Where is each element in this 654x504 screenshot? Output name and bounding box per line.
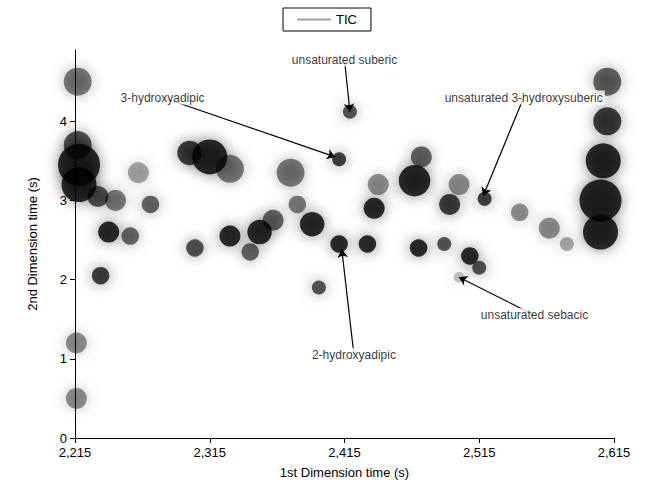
svg-text:TIC: TIC — [336, 12, 357, 27]
svg-text:4: 4 — [60, 114, 67, 129]
svg-text:1st Dimension time (s): 1st Dimension time (s) — [280, 465, 409, 480]
svg-text:unsaturated 3-hydroxysuberic: unsaturated 3-hydroxysuberic — [445, 91, 603, 105]
svg-text:2,515: 2,515 — [463, 445, 496, 460]
svg-text:3-hydroxyadipic: 3-hydroxyadipic — [121, 91, 205, 105]
svg-text:unsaturated suberic: unsaturated suberic — [292, 53, 397, 67]
svg-text:2,315: 2,315 — [193, 445, 226, 460]
svg-text:unsaturated sebacic: unsaturated sebacic — [481, 308, 588, 322]
svg-text:0: 0 — [60, 431, 67, 446]
svg-text:2,415: 2,415 — [328, 445, 361, 460]
svg-text:3: 3 — [59, 192, 67, 208]
svg-text:2,615: 2,615 — [598, 445, 631, 460]
svg-text:2: 2 — [60, 272, 67, 287]
svg-text:1: 1 — [60, 351, 67, 366]
svg-text:2-hydroxyadipic: 2-hydroxyadipic — [312, 348, 396, 362]
svg-text:2,215: 2,215 — [59, 445, 92, 460]
svg-text:2nd Dimension time (s): 2nd Dimension time (s) — [25, 177, 40, 311]
